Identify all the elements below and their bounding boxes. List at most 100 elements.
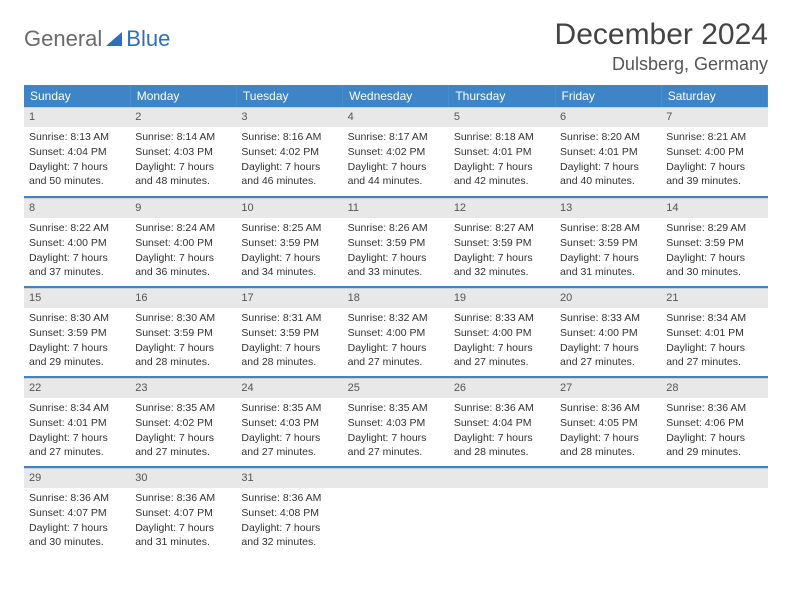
sunset-line: Sunset: 3:59 PM [241, 326, 337, 340]
daylight-line: Daylight: 7 hours and 44 minutes. [348, 160, 444, 188]
sunrise-line: Sunrise: 8:30 AM [135, 311, 231, 325]
sunrise-line: Sunrise: 8:22 AM [29, 221, 125, 235]
day-details: Sunrise: 8:35 AMSunset: 4:03 PMDaylight:… [236, 398, 342, 466]
day-details: Sunrise: 8:24 AMSunset: 4:00 PMDaylight:… [130, 218, 236, 286]
calendar-cell: 19Sunrise: 8:33 AMSunset: 4:00 PMDayligh… [449, 287, 555, 377]
sunset-line: Sunset: 4:01 PM [560, 145, 656, 159]
sunset-line: Sunset: 4:01 PM [454, 145, 550, 159]
weekday-header: Sunday [24, 85, 130, 107]
day-number: . [449, 468, 555, 488]
sunrise-line: Sunrise: 8:30 AM [29, 311, 125, 325]
day-details: Sunrise: 8:31 AMSunset: 3:59 PMDaylight:… [236, 308, 342, 376]
sunrise-line: Sunrise: 8:14 AM [135, 130, 231, 144]
day-number: 1 [24, 107, 130, 127]
sunrise-line: Sunrise: 8:33 AM [560, 311, 656, 325]
sunrise-line: Sunrise: 8:16 AM [241, 130, 337, 144]
sunrise-line: Sunrise: 8:13 AM [29, 130, 125, 144]
calendar-cell: 4Sunrise: 8:17 AMSunset: 4:02 PMDaylight… [343, 107, 449, 197]
calendar-row: 15Sunrise: 8:30 AMSunset: 3:59 PMDayligh… [24, 287, 768, 377]
day-number: 10 [236, 198, 342, 218]
day-number: 21 [661, 288, 767, 308]
calendar-cell: 21Sunrise: 8:34 AMSunset: 4:01 PMDayligh… [661, 287, 767, 377]
day-number: 6 [555, 107, 661, 127]
daylight-line: Daylight: 7 hours and 28 minutes. [241, 341, 337, 369]
day-details: Sunrise: 8:32 AMSunset: 4:00 PMDaylight:… [343, 308, 449, 376]
calendar-cell: 27Sunrise: 8:36 AMSunset: 4:05 PMDayligh… [555, 377, 661, 467]
day-details: Sunrise: 8:36 AMSunset: 4:05 PMDaylight:… [555, 398, 661, 466]
weekday-header: Friday [555, 85, 661, 107]
day-number: 16 [130, 288, 236, 308]
calendar-cell: 28Sunrise: 8:36 AMSunset: 4:06 PMDayligh… [661, 377, 767, 467]
daylight-line: Daylight: 7 hours and 27 minutes. [29, 431, 125, 459]
sunset-line: Sunset: 3:59 PM [241, 236, 337, 250]
calendar-cell: 11Sunrise: 8:26 AMSunset: 3:59 PMDayligh… [343, 197, 449, 287]
sunset-line: Sunset: 4:03 PM [348, 416, 444, 430]
sunset-line: Sunset: 4:01 PM [666, 326, 762, 340]
day-details: Sunrise: 8:35 AMSunset: 4:03 PMDaylight:… [343, 398, 449, 466]
day-details: Sunrise: 8:16 AMSunset: 4:02 PMDaylight:… [236, 127, 342, 195]
month-title: December 2024 [555, 18, 768, 52]
sunrise-line: Sunrise: 8:17 AM [348, 130, 444, 144]
title-block: December 2024 Dulsberg, Germany [555, 18, 768, 75]
day-details: Sunrise: 8:35 AMSunset: 4:02 PMDaylight:… [130, 398, 236, 466]
sunrise-line: Sunrise: 8:36 AM [135, 491, 231, 505]
sunset-line: Sunset: 4:00 PM [666, 145, 762, 159]
calendar-cell: 9Sunrise: 8:24 AMSunset: 4:00 PMDaylight… [130, 197, 236, 287]
daylight-line: Daylight: 7 hours and 50 minutes. [29, 160, 125, 188]
sunrise-line: Sunrise: 8:36 AM [29, 491, 125, 505]
location: Dulsberg, Germany [555, 54, 768, 75]
day-details: Sunrise: 8:22 AMSunset: 4:00 PMDaylight:… [24, 218, 130, 286]
sunrise-line: Sunrise: 8:35 AM [241, 401, 337, 415]
day-number: 13 [555, 198, 661, 218]
weekday-header: Thursday [449, 85, 555, 107]
calendar-cell: 17Sunrise: 8:31 AMSunset: 3:59 PMDayligh… [236, 287, 342, 377]
calendar-cell: 23Sunrise: 8:35 AMSunset: 4:02 PMDayligh… [130, 377, 236, 467]
day-details: Sunrise: 8:33 AMSunset: 4:00 PMDaylight:… [449, 308, 555, 376]
sunrise-line: Sunrise: 8:36 AM [560, 401, 656, 415]
calendar-cell: 18Sunrise: 8:32 AMSunset: 4:00 PMDayligh… [343, 287, 449, 377]
day-details: Sunrise: 8:25 AMSunset: 3:59 PMDaylight:… [236, 218, 342, 286]
daylight-line: Daylight: 7 hours and 28 minutes. [454, 431, 550, 459]
day-number: . [343, 468, 449, 488]
calendar-table: SundayMondayTuesdayWednesdayThursdayFrid… [24, 85, 768, 557]
daylight-line: Daylight: 7 hours and 27 minutes. [348, 431, 444, 459]
calendar-cell: 31Sunrise: 8:36 AMSunset: 4:08 PMDayligh… [236, 467, 342, 557]
daylight-line: Daylight: 7 hours and 29 minutes. [666, 431, 762, 459]
calendar-cell: 12Sunrise: 8:27 AMSunset: 3:59 PMDayligh… [449, 197, 555, 287]
sunrise-line: Sunrise: 8:24 AM [135, 221, 231, 235]
calendar-cell: 25Sunrise: 8:35 AMSunset: 4:03 PMDayligh… [343, 377, 449, 467]
sunset-line: Sunset: 4:08 PM [241, 506, 337, 520]
sunset-line: Sunset: 4:01 PM [29, 416, 125, 430]
daylight-line: Daylight: 7 hours and 40 minutes. [560, 160, 656, 188]
day-number: 11 [343, 198, 449, 218]
calendar-cell: . [661, 467, 767, 557]
calendar-row: 8Sunrise: 8:22 AMSunset: 4:00 PMDaylight… [24, 197, 768, 287]
day-details: Sunrise: 8:26 AMSunset: 3:59 PMDaylight:… [343, 218, 449, 286]
day-number: . [555, 468, 661, 488]
day-number: 30 [130, 468, 236, 488]
sunset-line: Sunset: 3:59 PM [666, 236, 762, 250]
sunset-line: Sunset: 3:59 PM [29, 326, 125, 340]
sunset-line: Sunset: 4:03 PM [135, 145, 231, 159]
sunrise-line: Sunrise: 8:33 AM [454, 311, 550, 325]
sunset-line: Sunset: 4:06 PM [666, 416, 762, 430]
day-number: 8 [24, 198, 130, 218]
logo: General Blue [24, 18, 170, 52]
calendar-cell: 13Sunrise: 8:28 AMSunset: 3:59 PMDayligh… [555, 197, 661, 287]
day-details: Sunrise: 8:30 AMSunset: 3:59 PMDaylight:… [130, 308, 236, 376]
sunset-line: Sunset: 4:04 PM [29, 145, 125, 159]
calendar-row: 22Sunrise: 8:34 AMSunset: 4:01 PMDayligh… [24, 377, 768, 467]
sunset-line: Sunset: 4:02 PM [241, 145, 337, 159]
sunrise-line: Sunrise: 8:34 AM [666, 311, 762, 325]
calendar-cell: 2Sunrise: 8:14 AMSunset: 4:03 PMDaylight… [130, 107, 236, 197]
day-number: 31 [236, 468, 342, 488]
logo-text-blue: Blue [126, 26, 170, 52]
day-number: 20 [555, 288, 661, 308]
sunset-line: Sunset: 4:02 PM [348, 145, 444, 159]
daylight-line: Daylight: 7 hours and 27 minutes. [241, 431, 337, 459]
sunset-line: Sunset: 4:00 PM [560, 326, 656, 340]
sunrise-line: Sunrise: 8:18 AM [454, 130, 550, 144]
calendar-cell: 6Sunrise: 8:20 AMSunset: 4:01 PMDaylight… [555, 107, 661, 197]
day-number: 3 [236, 107, 342, 127]
day-details: Sunrise: 8:36 AMSunset: 4:08 PMDaylight:… [236, 488, 342, 556]
